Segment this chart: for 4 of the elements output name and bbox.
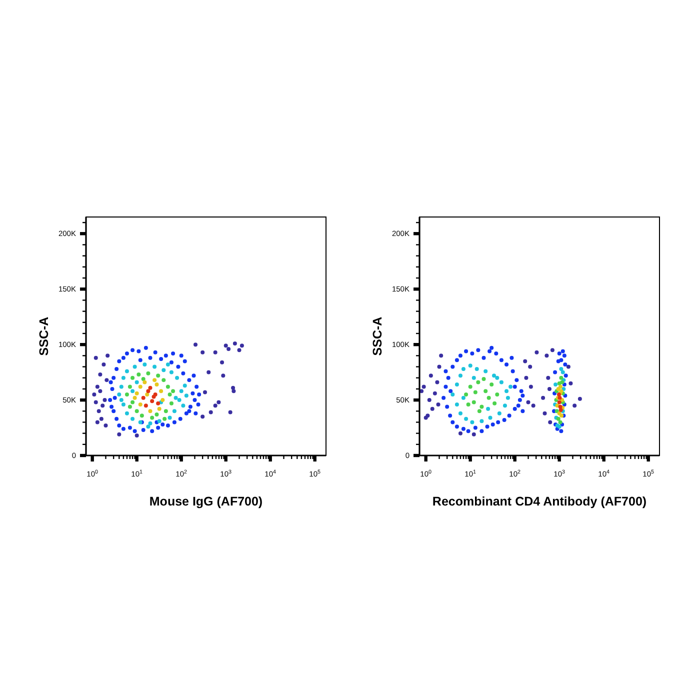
x-axis-title: Mouse IgG (AF700) (149, 494, 263, 508)
y-axis-title: SSC-A (370, 316, 384, 356)
y-axis-title: SSC-A (37, 316, 51, 356)
x-axis-title: Recombinant CD4 Antibody (AF700) (432, 494, 647, 508)
